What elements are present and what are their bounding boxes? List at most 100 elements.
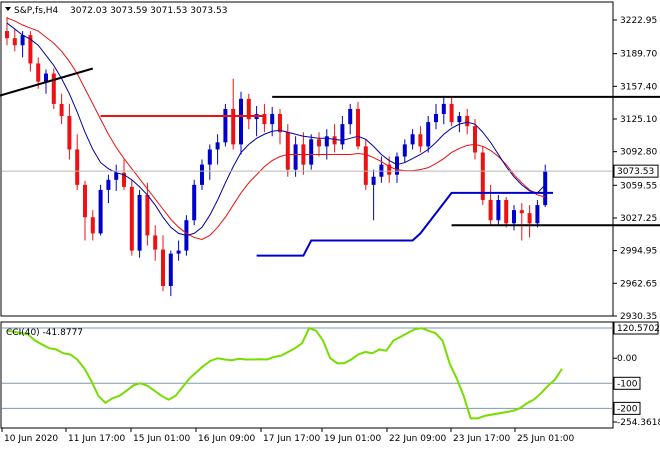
symbol-label: S&P,fs,H4 xyxy=(14,6,59,16)
time-tick-label: 17 Jun 17:00 xyxy=(263,434,320,444)
cci-title: CCI(40) -41.8777 xyxy=(6,328,83,338)
bull-candle xyxy=(371,176,376,185)
bull-candle xyxy=(402,144,407,157)
bear-candle xyxy=(90,217,95,234)
bear-candle xyxy=(161,249,165,287)
bear-candle xyxy=(83,184,87,218)
bull-candle xyxy=(543,171,548,206)
cci-tick-label: -100 xyxy=(617,379,638,389)
price-tick-label: 2962.65 xyxy=(620,279,657,289)
bull-candle xyxy=(176,250,181,254)
cci-panel-frame xyxy=(0,321,614,429)
bear-candle xyxy=(465,116,470,127)
bear-candle xyxy=(59,103,64,117)
bear-candle xyxy=(473,126,477,153)
axis-layer: 3222.95 3189.70 3157.40 3125.10 3092.80 3059.… xyxy=(1,16,660,444)
time-tick-label: 25 Jun 01:00 xyxy=(517,434,574,444)
bull-candle xyxy=(215,142,220,150)
ohlc-label: 3072.03 3073.59 3071.53 3073.53 xyxy=(70,6,227,16)
bull-candle xyxy=(114,172,119,180)
ma-slow-line xyxy=(6,17,546,241)
price-tick-label: 3157.40 xyxy=(620,82,657,92)
bull-candle xyxy=(270,114,275,125)
bear-candle xyxy=(12,38,17,46)
bear-candle xyxy=(387,164,392,175)
header: S&P,fs,H4 3072.03 3073.59 3071.53 3073.5… xyxy=(5,6,227,16)
price-tick-label: 3189.70 xyxy=(620,50,657,60)
time-tick-label: 15 Jun 01:00 xyxy=(133,434,190,444)
bear-candle xyxy=(246,98,251,120)
bear-candle xyxy=(129,186,134,251)
bull-candle xyxy=(192,184,197,221)
bear-candle xyxy=(418,134,423,147)
bear-candle xyxy=(285,132,290,170)
bull-candle xyxy=(410,134,415,145)
cci-line xyxy=(6,326,563,420)
time-tick-label: 22 Jun 09:00 xyxy=(389,434,446,444)
bear-candle xyxy=(488,200,493,221)
bull-candle xyxy=(168,253,173,287)
bear-candle xyxy=(504,200,509,224)
bull-candle xyxy=(98,189,103,234)
bear-candle xyxy=(278,114,282,133)
bear-candle xyxy=(231,108,236,145)
bear-candle xyxy=(122,172,126,187)
bull-candle xyxy=(137,194,142,251)
bull-candle xyxy=(223,108,228,143)
bull-candle xyxy=(512,210,516,224)
bull-candle xyxy=(106,179,111,190)
bear-candle xyxy=(28,35,33,64)
bull-candle xyxy=(496,200,501,221)
bear-candle xyxy=(145,194,150,236)
price-tick-label: 3125.10 xyxy=(620,115,657,125)
bear-candle xyxy=(5,31,9,39)
bull-candle xyxy=(434,114,438,123)
bull-candle xyxy=(200,164,204,185)
price-tick-label: 3092.80 xyxy=(620,148,657,158)
bull-candle xyxy=(324,136,329,147)
bull-candle xyxy=(395,156,399,175)
time-tick-label: 10 Jun 2020 xyxy=(4,434,58,444)
time-tick-label: 23 Jun 17:00 xyxy=(453,434,510,444)
time-tick-label: 16 Jun 09:00 xyxy=(198,434,255,444)
bear-candle xyxy=(449,103,454,123)
bull-candle xyxy=(535,205,540,224)
bear-candle xyxy=(480,152,485,201)
price-layer xyxy=(0,16,660,297)
price-tick-label: 3027.25 xyxy=(620,214,657,224)
cci-tick-label: 120.5702 xyxy=(617,324,660,334)
bear-candle xyxy=(356,108,360,147)
blue-step-line xyxy=(256,191,553,257)
bear-candle xyxy=(262,114,267,125)
price-tick-label: 3059.55 xyxy=(620,181,657,191)
collapse-triangle-icon[interactable] xyxy=(5,7,11,11)
current-price-label: 3073.53 xyxy=(617,167,654,177)
bull-candle xyxy=(207,149,212,165)
bear-candle xyxy=(363,146,368,185)
price-panel-frame xyxy=(0,1,614,317)
time-tick-label: 19 Jun 01:00 xyxy=(324,434,381,444)
bull-candle xyxy=(426,122,431,147)
bull-candle xyxy=(309,139,314,165)
bull-candle xyxy=(457,116,462,123)
bear-candle xyxy=(51,73,56,104)
bull-candle xyxy=(441,103,446,115)
price-tick-label: 2994.95 xyxy=(620,247,657,257)
bull-candle xyxy=(239,98,243,145)
ma-fast-line xyxy=(6,22,546,236)
bear-candle xyxy=(527,213,532,224)
bear-candle xyxy=(332,136,337,145)
price-tick-label: 2930.35 xyxy=(620,312,657,322)
bear-candle xyxy=(153,235,158,250)
bull-candle xyxy=(20,35,25,46)
current-price-box xyxy=(613,164,659,178)
bear-candle xyxy=(317,139,321,147)
cci-layer xyxy=(2,326,612,420)
bear-candle xyxy=(519,210,524,214)
price-tick-label: 3222.95 xyxy=(620,16,657,26)
cci-tick-box xyxy=(613,321,659,335)
cci-tick-label: -200 xyxy=(617,404,638,414)
cci-tick-label: 0.00 xyxy=(617,354,637,364)
trendline xyxy=(0,67,94,97)
